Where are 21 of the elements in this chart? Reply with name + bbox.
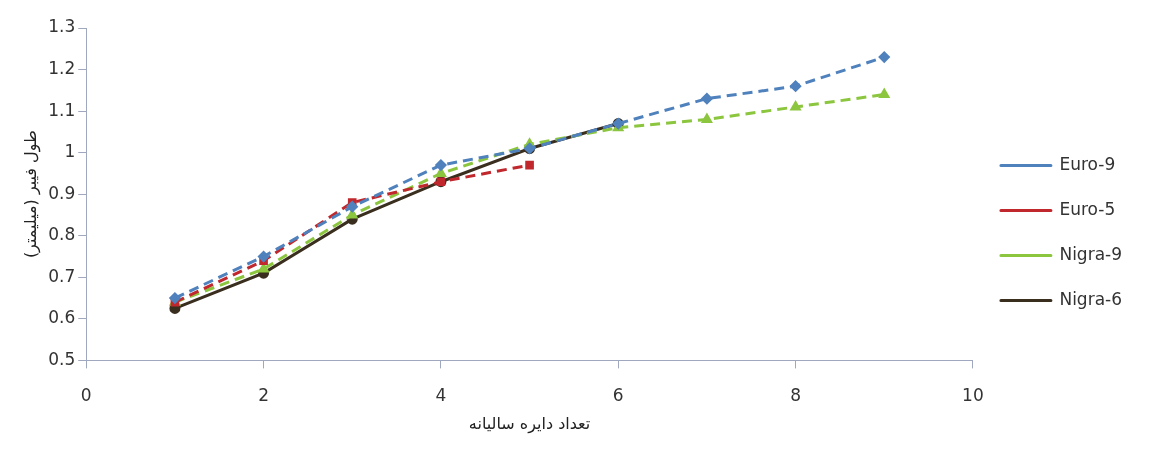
legend-label: Euro-9: [1059, 153, 1116, 174]
legend-label: Nigra-6: [1059, 288, 1123, 309]
y-tick-label: 1: [64, 141, 76, 162]
y-tick-label: 0.6: [48, 307, 76, 328]
x-axis-title: تعداد دایره سالیانه: [468, 413, 591, 434]
x-tick-label: 10: [962, 385, 984, 406]
y-tick-label: 0.8: [48, 224, 76, 245]
y-tick-label: 1.3: [48, 16, 76, 37]
x-tick-label: 8: [790, 385, 801, 406]
legend-label: Euro-5: [1059, 198, 1116, 219]
x-tick-label: 0: [80, 385, 92, 406]
y-tick-label: 0.9: [48, 182, 76, 203]
y-tick-label: 1.2: [48, 57, 76, 78]
y-tick-label: 0.5: [48, 348, 76, 369]
legend-label: Nigra-9: [1059, 243, 1123, 264]
y-tick-label: 0.7: [48, 265, 76, 286]
y-axis-title: طول فیبر (میلیمتر): [20, 130, 41, 259]
y-tick-label: 1.1: [48, 99, 76, 120]
x-tick-label: 2: [258, 385, 269, 406]
x-tick-label: 6: [612, 385, 624, 406]
x-tick-label: 4: [435, 385, 447, 406]
